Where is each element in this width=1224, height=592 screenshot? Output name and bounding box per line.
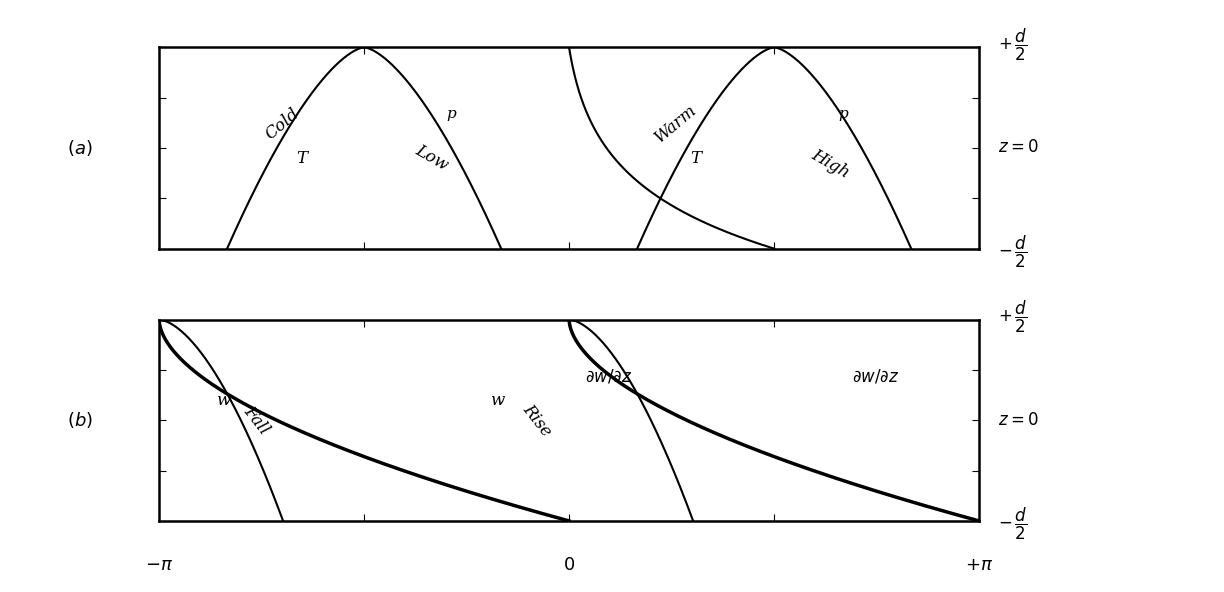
Text: T: T [296, 150, 307, 166]
Text: $z = 0$: $z = 0$ [998, 412, 1038, 429]
Text: $(a)$: $(a)$ [67, 138, 92, 158]
Text: $(b)$: $(b)$ [66, 410, 93, 430]
Text: w: w [491, 392, 504, 408]
Text: Fall: Fall [240, 403, 272, 437]
Text: p: p [838, 107, 848, 121]
Text: $+\,\dfrac{d}{2}$: $+\,\dfrac{d}{2}$ [998, 26, 1027, 63]
Text: $-\,\dfrac{d}{2}$: $-\,\dfrac{d}{2}$ [998, 506, 1027, 542]
Text: p: p [447, 107, 457, 121]
Text: $+\,\dfrac{d}{2}$: $+\,\dfrac{d}{2}$ [998, 298, 1027, 335]
Text: High: High [808, 146, 852, 182]
Text: w: w [217, 392, 230, 408]
Text: $\partial w/\partial z$: $\partial w/\partial z$ [852, 367, 900, 385]
Text: T: T [690, 150, 701, 166]
Text: $-\pi$: $-\pi$ [144, 556, 174, 574]
Text: Low: Low [412, 142, 452, 174]
Text: $\partial w/\partial z$: $\partial w/\partial z$ [585, 367, 632, 385]
Text: $0$: $0$ [563, 556, 575, 574]
Text: Cold: Cold [262, 105, 302, 143]
Text: $+\pi$: $+\pi$ [965, 556, 994, 574]
Text: Warm: Warm [652, 101, 700, 146]
Text: Rise: Rise [519, 401, 554, 440]
Text: $-\,\dfrac{d}{2}$: $-\,\dfrac{d}{2}$ [998, 233, 1027, 270]
Text: $z = 0$: $z = 0$ [998, 140, 1038, 156]
